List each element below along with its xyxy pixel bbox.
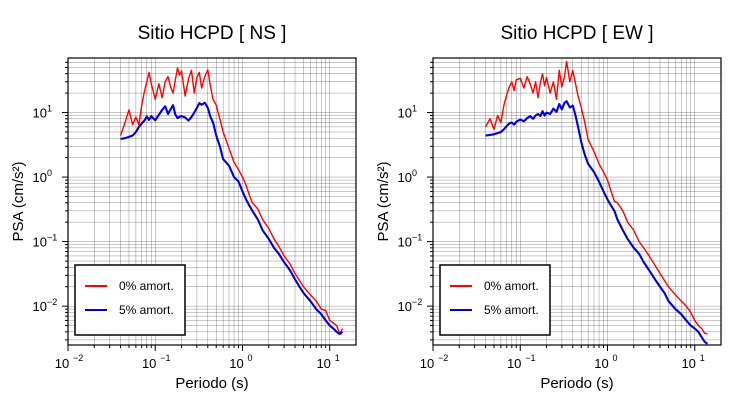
x-tick-label: 10 bbox=[681, 356, 695, 371]
chart-title: Sitio HCPD [ NS ] bbox=[138, 23, 287, 44]
plot-frame bbox=[432, 57, 722, 346]
x-tick-exponent: −2 bbox=[73, 353, 83, 363]
legend: 0% amort. 5% amort. bbox=[439, 264, 551, 336]
y-tick-label: 10 bbox=[398, 299, 412, 314]
y-axis-label: PSA (cm/s²) bbox=[375, 161, 392, 241]
tick-marks bbox=[427, 61, 696, 351]
x-tick-exponent: 1 bbox=[700, 353, 705, 363]
legend-label: 5% amort. bbox=[484, 303, 539, 317]
x-tick-exponent: 0 bbox=[248, 353, 253, 363]
y-tick-label: 10 bbox=[33, 170, 47, 185]
tick-marks bbox=[62, 61, 331, 351]
x-axis-label: Periodo (s) bbox=[175, 375, 248, 392]
x-tick-exponent: 0 bbox=[613, 353, 618, 363]
x-tick-label: 10 bbox=[316, 356, 330, 371]
y-tick-exponent: 0 bbox=[47, 168, 52, 178]
x-tick-label: 10 bbox=[420, 356, 434, 371]
x-tick-exponent: −2 bbox=[438, 353, 448, 363]
y-tick-label: 10 bbox=[33, 299, 47, 314]
series-line-damped bbox=[485, 100, 709, 345]
x-tick-exponent: −1 bbox=[525, 353, 535, 363]
legend-label: 5% amort. bbox=[119, 303, 174, 317]
chart-title: Sitio HCPD [ EW ] bbox=[500, 23, 653, 44]
y-tick-exponent: −2 bbox=[47, 297, 57, 307]
y-tick-exponent: 0 bbox=[412, 168, 417, 178]
plot-frame bbox=[67, 57, 357, 346]
y-tick-exponent: 1 bbox=[412, 104, 417, 114]
y-tick-exponent: −1 bbox=[412, 233, 422, 243]
x-tick-exponent: 1 bbox=[335, 353, 340, 363]
legend-box bbox=[74, 264, 186, 336]
x-tick-label: 10 bbox=[594, 356, 608, 371]
y-tick-label: 10 bbox=[33, 235, 47, 250]
y-tick-exponent: −1 bbox=[47, 233, 57, 243]
series-line-undamped bbox=[119, 67, 344, 335]
y-tick-exponent: −2 bbox=[412, 297, 422, 307]
x-tick-exponent: −1 bbox=[160, 353, 170, 363]
y-tick-label: 10 bbox=[398, 235, 412, 250]
series-line-damped bbox=[120, 101, 344, 336]
y-tick-label: 10 bbox=[398, 170, 412, 185]
y-axis-label: PSA (cm/s²) bbox=[10, 161, 27, 241]
legend-label: 0% amort. bbox=[119, 279, 174, 293]
x-axis-label: Periodo (s) bbox=[540, 375, 613, 392]
series-line-undamped bbox=[484, 60, 708, 335]
x-tick-label: 10 bbox=[142, 356, 156, 371]
y-tick-label: 10 bbox=[398, 106, 412, 121]
x-tick-label: 10 bbox=[55, 356, 69, 371]
legend: 0% amort. 5% amort. bbox=[74, 264, 186, 336]
x-tick-label: 10 bbox=[229, 356, 243, 371]
legend-label: 0% amort. bbox=[484, 279, 539, 293]
x-tick-label: 10 bbox=[507, 356, 521, 371]
y-tick-label: 10 bbox=[33, 106, 47, 121]
legend-box bbox=[439, 264, 551, 336]
y-tick-exponent: 1 bbox=[47, 104, 52, 114]
